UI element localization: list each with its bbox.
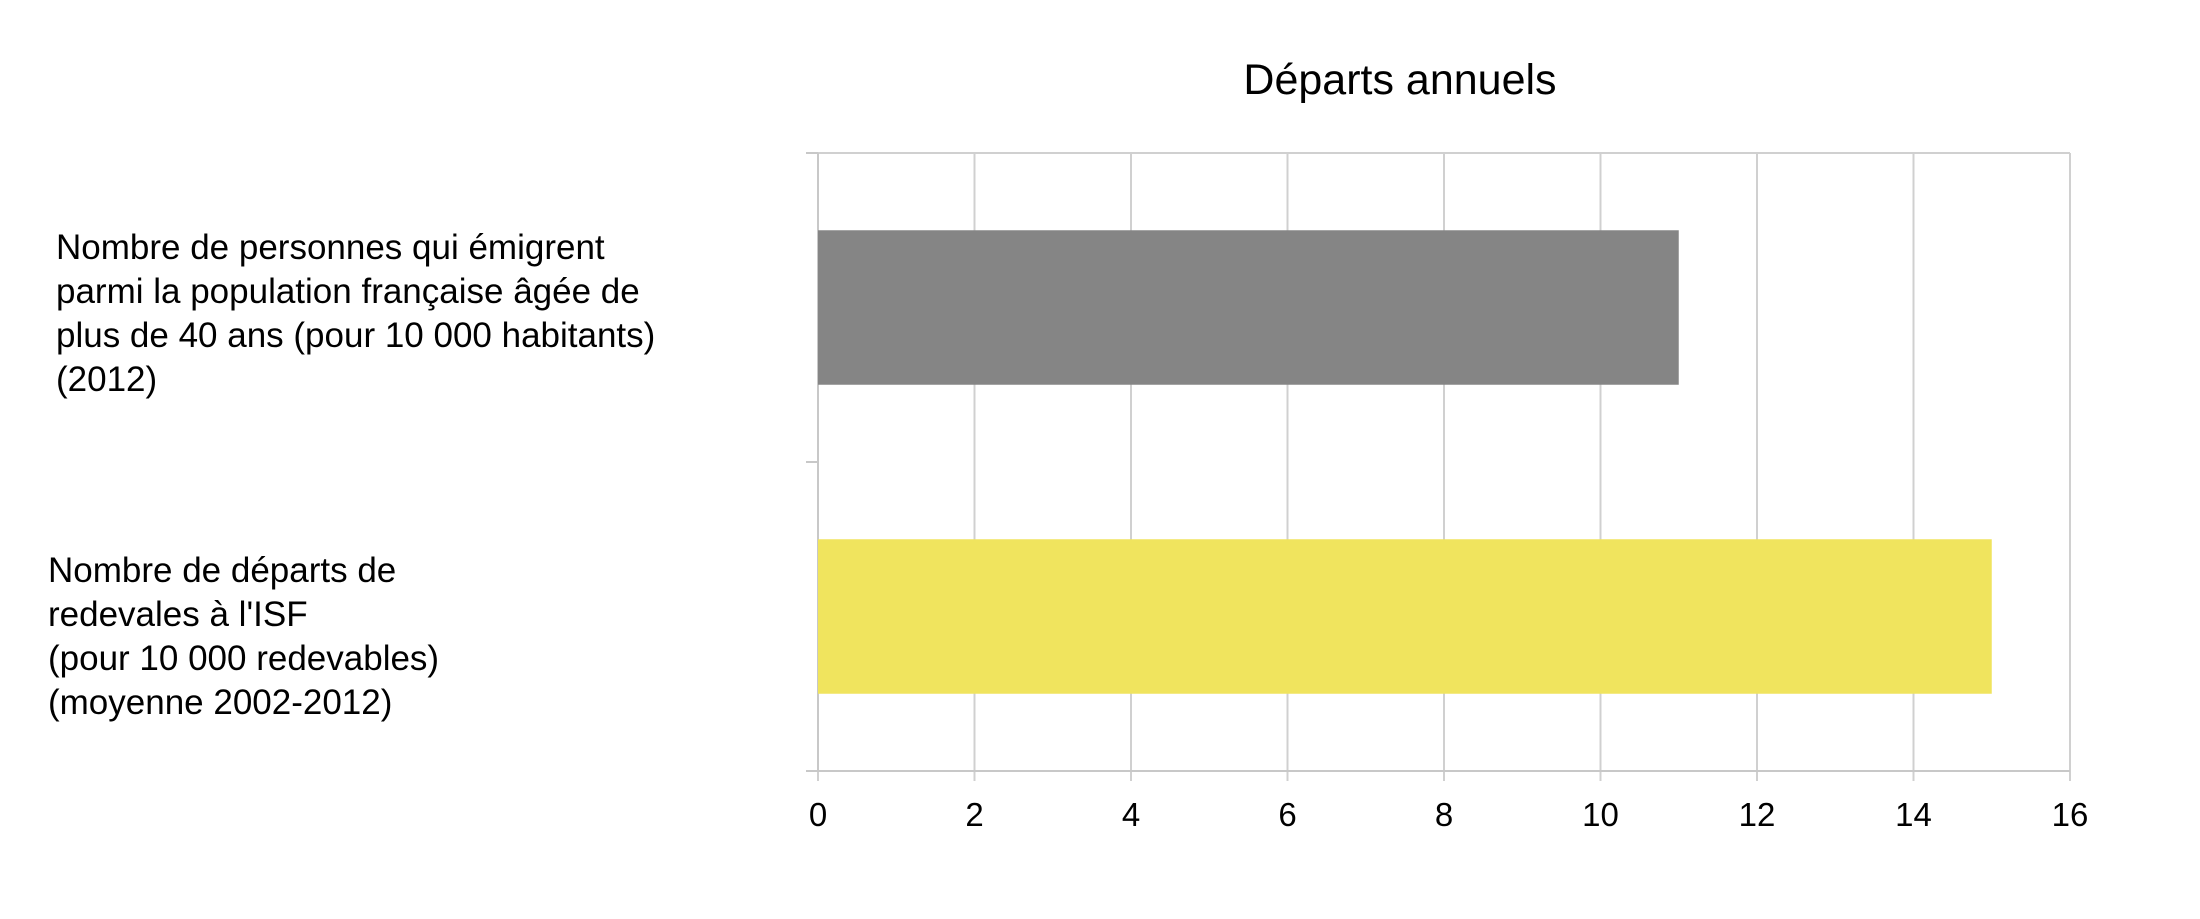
category-label-1: Nombre de départs de redevales à l'ISF (… bbox=[48, 549, 485, 725]
x-tick-label: 0 bbox=[809, 796, 827, 833]
bar-1 bbox=[818, 539, 1992, 694]
category-label-line: (pour 10 000 redevables) bbox=[48, 639, 440, 678]
category-label-line: plus de 40 ans (pour 10 000 habitants) bbox=[56, 316, 656, 355]
bars bbox=[818, 230, 1992, 694]
x-tick-label: 10 bbox=[1582, 796, 1619, 833]
x-tick-label: 16 bbox=[2052, 796, 2089, 833]
x-tick-label: 6 bbox=[1278, 796, 1296, 833]
category-label-line: (2012) bbox=[56, 360, 158, 399]
x-tick-label: 12 bbox=[1739, 796, 1776, 833]
category-label-line: Nombre de départs de bbox=[48, 551, 397, 590]
category-label-0: Nombre de personnes qui émigrent parmi l… bbox=[56, 226, 728, 402]
x-tick-label: 8 bbox=[1435, 796, 1453, 833]
category-label-line: parmi la population française âgée de bbox=[56, 272, 640, 311]
category-label-line: Nombre de personnes qui émigrent bbox=[56, 228, 605, 267]
x-tick-label: 14 bbox=[1895, 796, 1932, 833]
chart-title: Départs annuels bbox=[1243, 56, 1556, 104]
x-tick-label: 4 bbox=[1122, 796, 1140, 833]
category-label-line: (moyenne 2002-2012) bbox=[48, 683, 393, 722]
bar-0 bbox=[818, 230, 1679, 385]
x-tick-labels: 0 2 4 6 8 10 12 14 16 bbox=[809, 796, 2089, 833]
x-tick-label: 2 bbox=[965, 796, 983, 833]
category-label-line: redevales à l'ISF bbox=[48, 595, 308, 634]
